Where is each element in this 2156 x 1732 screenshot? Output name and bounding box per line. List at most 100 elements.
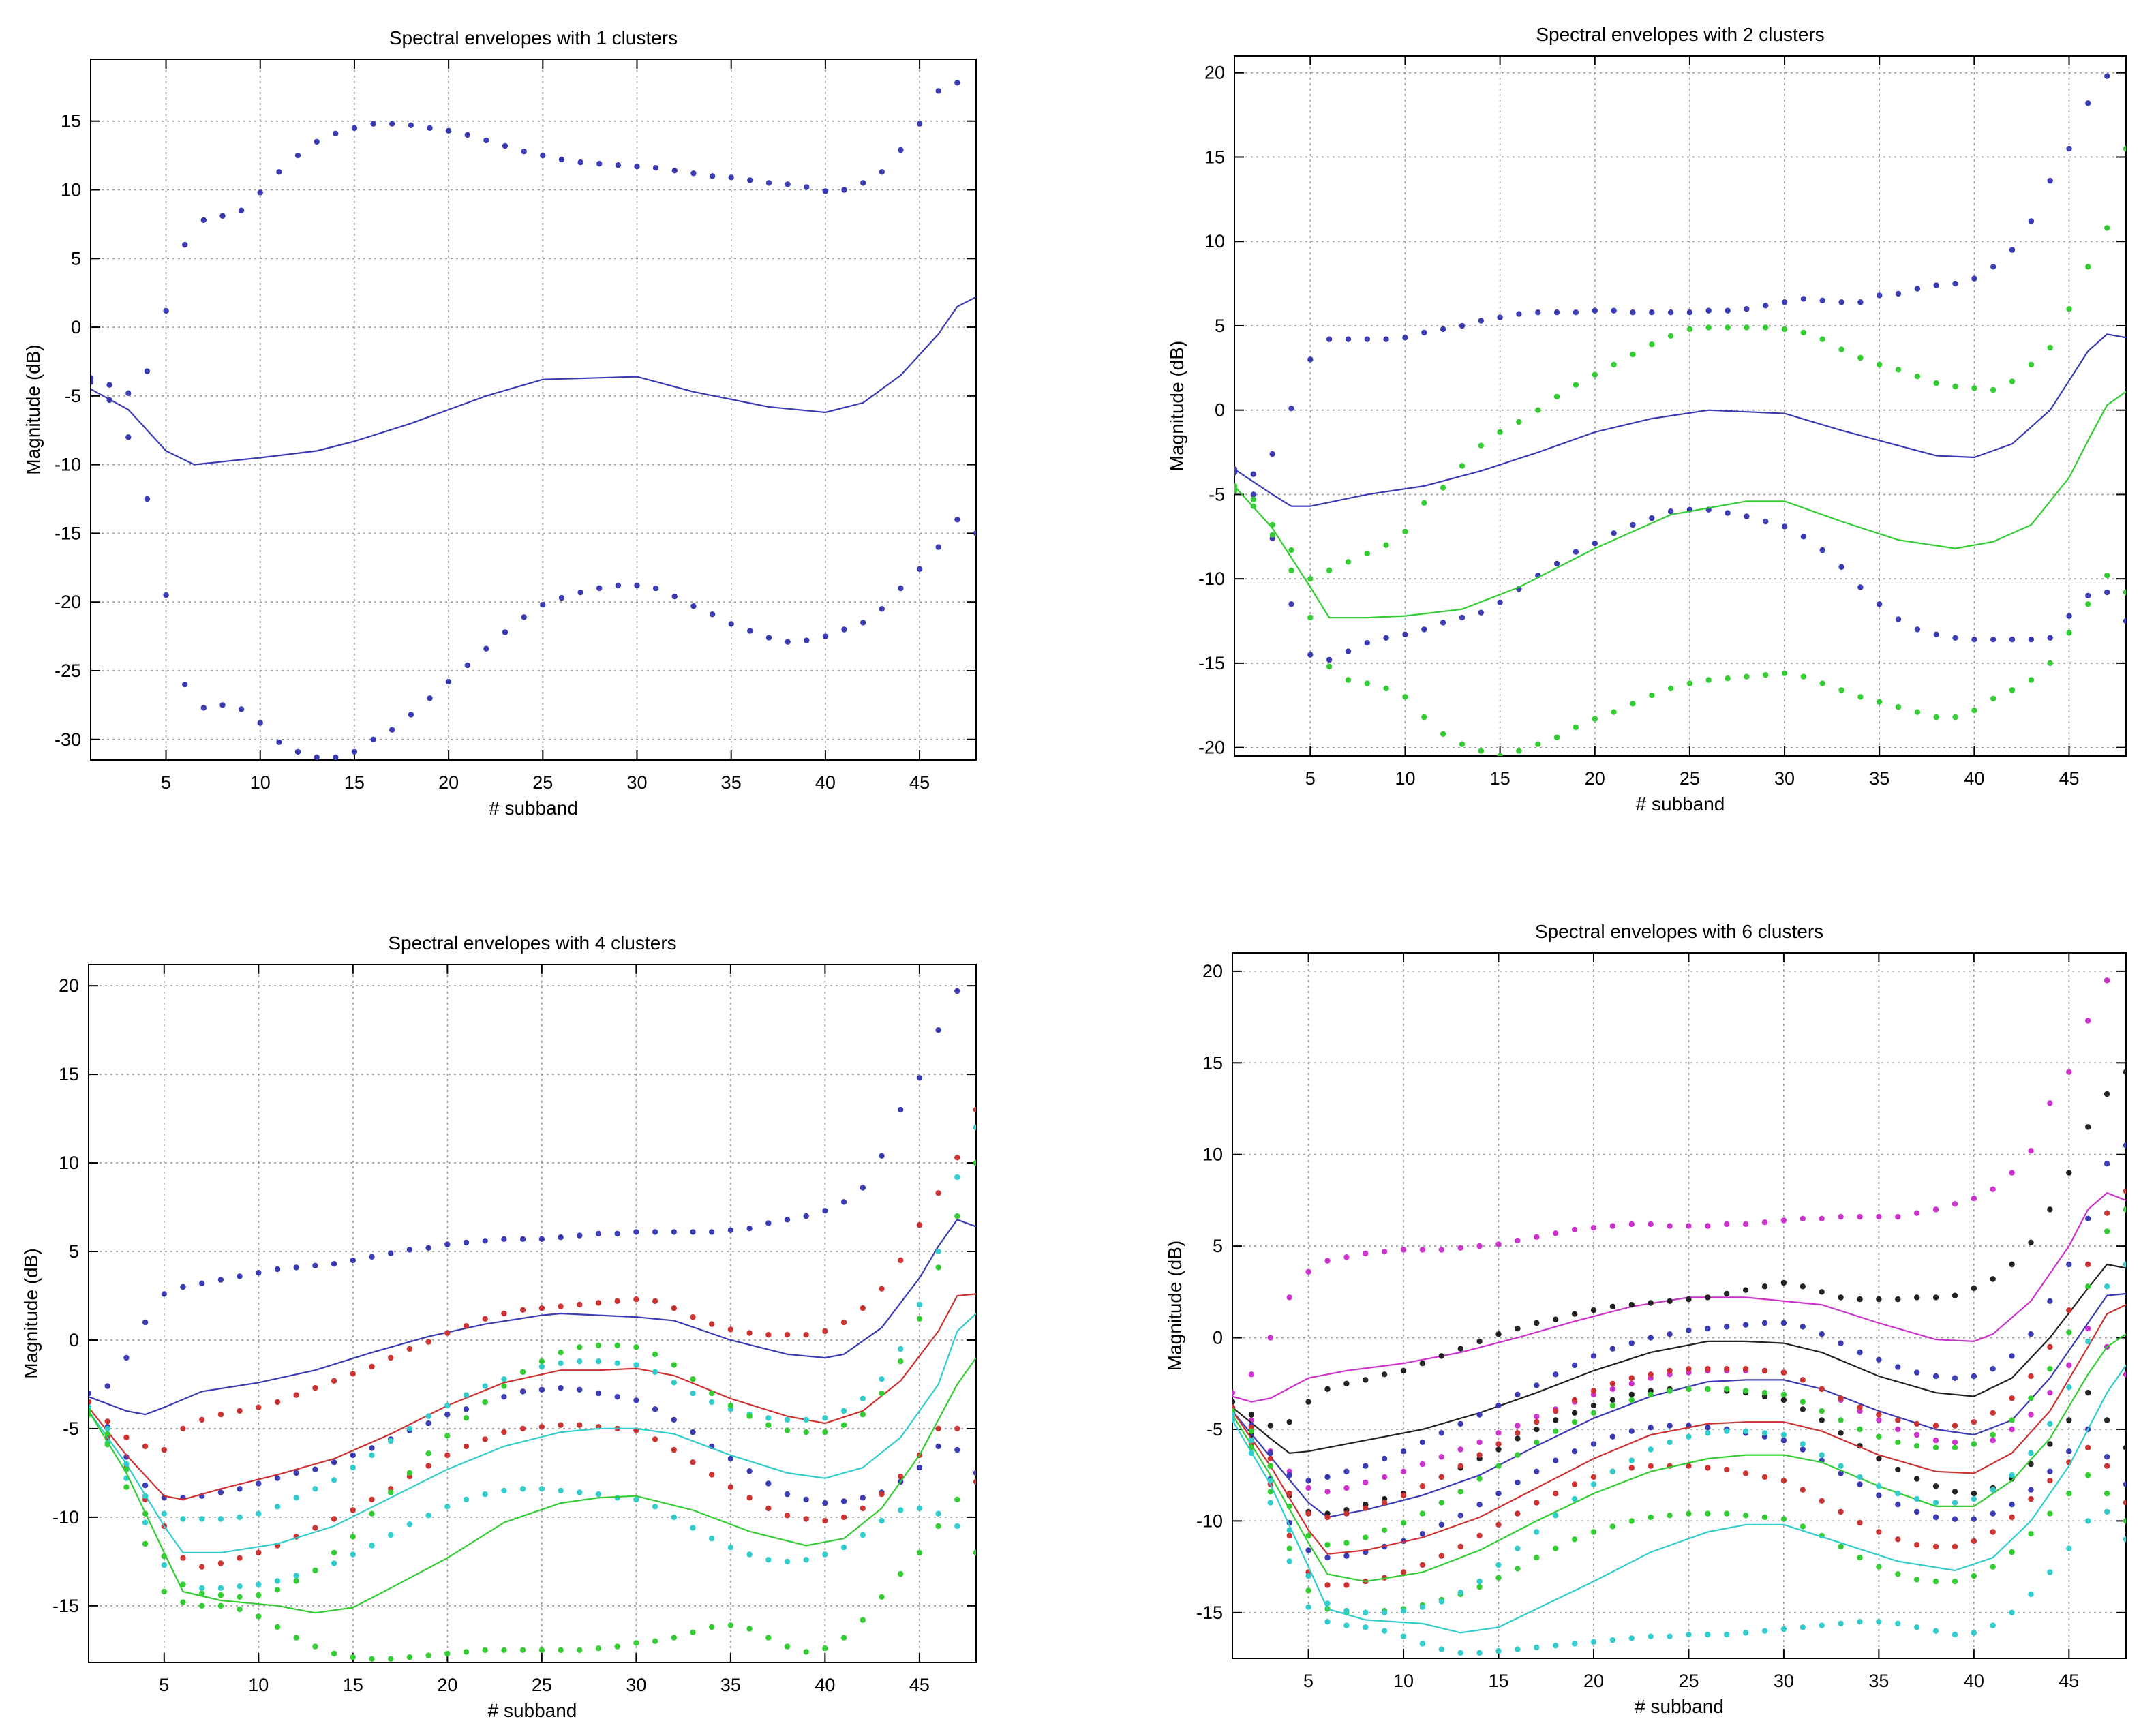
series-upper-point [1971, 1441, 1977, 1447]
series-upper-point [2066, 306, 2072, 312]
series-upper-point [1990, 1487, 1996, 1493]
series-upper-point [2047, 1100, 2053, 1106]
series-upper-point [1628, 1397, 1635, 1403]
series-lower-point [2028, 1531, 2034, 1537]
series-lower-point [1819, 1498, 1825, 1504]
series-lower-point [973, 1549, 976, 1556]
series-upper-point [1914, 1369, 1920, 1376]
series-lower-point [860, 620, 866, 626]
series-lower-point [671, 1446, 677, 1453]
series-upper-point [1305, 1399, 1311, 1405]
series-upper-point [860, 1411, 866, 1418]
series-lower-point [1857, 694, 1864, 700]
series-upper-point [312, 1486, 318, 1492]
series-lower-point [1534, 1644, 1540, 1651]
series-lower-point [350, 1452, 356, 1459]
series-upper-point [1686, 1366, 1692, 1372]
series-upper-point [652, 1369, 658, 1376]
series-upper-point [1990, 1366, 1996, 1372]
series-upper-point [840, 1408, 847, 1414]
series-lower-point [2123, 1444, 2126, 1450]
series-lower-point [822, 633, 829, 639]
series-lower-point [954, 1523, 960, 1530]
series-upper-point [106, 382, 112, 388]
series-upper-point [1495, 1241, 1502, 1247]
series-upper-point [1440, 485, 1446, 491]
series-upper-point [595, 1342, 602, 1349]
series-upper-point [1667, 309, 1674, 316]
series-lower-point [1780, 1626, 1787, 1632]
series-upper-point [1609, 1468, 1616, 1474]
series-lower-point [2009, 1609, 2015, 1615]
series-upper-point [123, 1434, 130, 1441]
series-upper-point [747, 177, 753, 183]
series-upper-point [1667, 1388, 1673, 1394]
series-lower-point [1402, 694, 1408, 700]
series-lower-point [1476, 1502, 1483, 1508]
series-lower-point [1286, 1545, 1292, 1551]
series-upper-point [1516, 419, 1522, 425]
series-upper-point [1421, 500, 1427, 506]
series-lower-point [123, 1484, 130, 1490]
series-lower-point [765, 1557, 772, 1563]
series-upper-point [784, 1416, 791, 1423]
series-upper-point [1648, 1391, 1654, 1398]
series-lower-point [406, 1521, 413, 1528]
series-upper-point [1781, 326, 1788, 333]
series-lower-point [1990, 1564, 1996, 1570]
series-upper-point [1724, 1366, 1730, 1372]
series-upper-point [1686, 1327, 1692, 1334]
series-upper-point [2009, 247, 2016, 253]
series-lower-point [652, 1436, 658, 1442]
series-lower-point [180, 1599, 186, 1605]
y-tick-label: 20 [1204, 63, 1225, 83]
series-lower-point [1877, 601, 1883, 607]
y-axis-label: Magnitude (dB) [1166, 341, 1187, 471]
series-upper-point [615, 162, 622, 168]
x-tick-label: 45 [909, 1675, 930, 1695]
series-upper-point [2028, 1239, 2034, 1246]
series-upper-point [1457, 1420, 1463, 1427]
series-upper-point [2085, 1215, 2091, 1222]
series-upper-point [1324, 1600, 1331, 1607]
series-lower-point [935, 1443, 941, 1450]
series-lower-point [2009, 637, 2016, 643]
series-upper-point [1667, 1367, 1673, 1374]
series-lower-point [1516, 748, 1522, 754]
y-tick-label: 15 [1202, 1052, 1223, 1073]
series-upper-point [2009, 1353, 2015, 1359]
series-upper-point [785, 181, 791, 187]
series-upper-point [1305, 1532, 1311, 1539]
series-lower-point [1800, 1624, 1806, 1630]
series-upper-point [1324, 1514, 1331, 1521]
series-lower-point [445, 678, 452, 685]
series-upper-point [312, 1567, 318, 1574]
series-lower-point [1553, 1417, 1559, 1423]
series-upper-point [898, 147, 904, 153]
series-upper-point [331, 1261, 337, 1267]
series-upper-point [935, 1027, 941, 1033]
series-upper-point [1267, 1335, 1274, 1341]
series-upper-point [652, 1351, 658, 1358]
y-tick-label: 0 [1215, 400, 1225, 421]
series-lower-point [1952, 1543, 1958, 1550]
series-upper-point [1705, 307, 1712, 314]
series-lower-point [1800, 673, 1807, 680]
series-upper-point [182, 241, 188, 248]
series-upper-point [1971, 1285, 1977, 1292]
series-upper-point [2066, 1170, 2072, 1176]
series-lower-point [1553, 1457, 1559, 1463]
y-tick-label: 15 [59, 1064, 79, 1084]
series-lower-point [1440, 731, 1446, 738]
series-lower-point [1307, 614, 1314, 621]
series-lower-point [1495, 1490, 1502, 1497]
series-upper-point [1381, 1455, 1388, 1462]
series-upper-point [1914, 1495, 1920, 1502]
series-upper-point [935, 1248, 941, 1255]
series-upper-point [1628, 1457, 1635, 1463]
series-lower-point [1343, 1622, 1350, 1628]
series-lower-point [765, 635, 772, 641]
series-lower-point [1914, 1431, 1920, 1438]
series-lower-point [538, 1647, 545, 1653]
series-upper-point [2047, 344, 2053, 351]
